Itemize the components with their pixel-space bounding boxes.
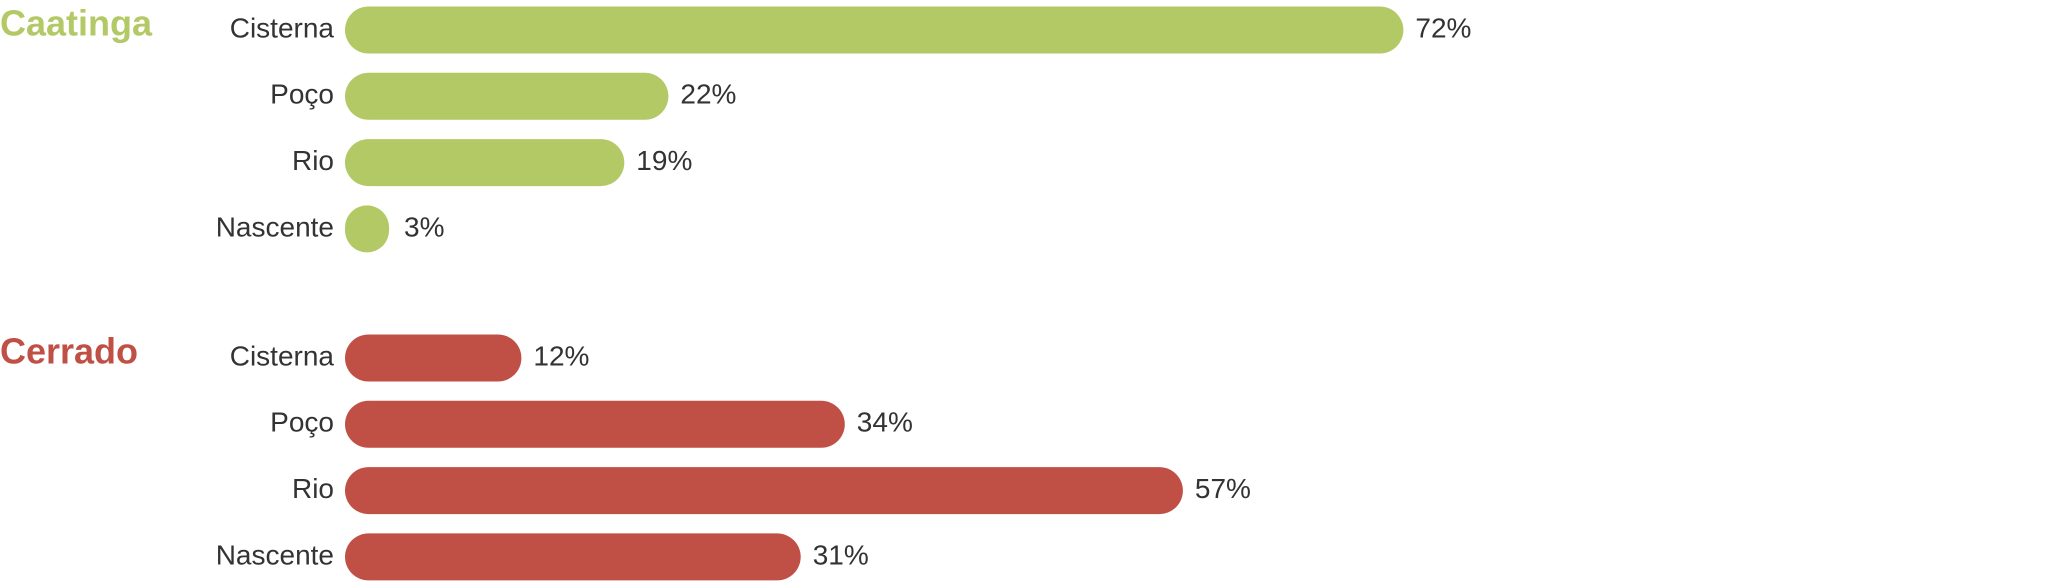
bar [345,334,522,382]
category-label: Nascente [216,211,334,242]
bar [345,72,669,120]
bar [345,6,1404,54]
value-label: 22% [680,79,736,110]
bar [345,205,390,253]
value-label: 72% [1415,12,1471,43]
value-label: 31% [813,539,869,570]
category-label: Poço [270,79,334,110]
bar [345,139,625,187]
category-label: Nascente [216,539,334,570]
category-label: Rio [292,145,334,176]
category-label: Poço [270,407,334,438]
group-title: Cerrado [0,331,138,372]
category-label: Cisterna [230,340,335,371]
group-title: Caatinga [0,3,153,44]
value-label: 34% [857,407,913,438]
bar [345,400,845,448]
bar [345,467,1183,515]
value-label: 3% [404,211,444,242]
category-label: Rio [292,473,334,504]
category-label: Cisterna [230,12,335,43]
bar [345,533,801,581]
value-label: 57% [1195,473,1251,504]
value-label: 12% [533,340,589,371]
value-label: 19% [636,145,692,176]
